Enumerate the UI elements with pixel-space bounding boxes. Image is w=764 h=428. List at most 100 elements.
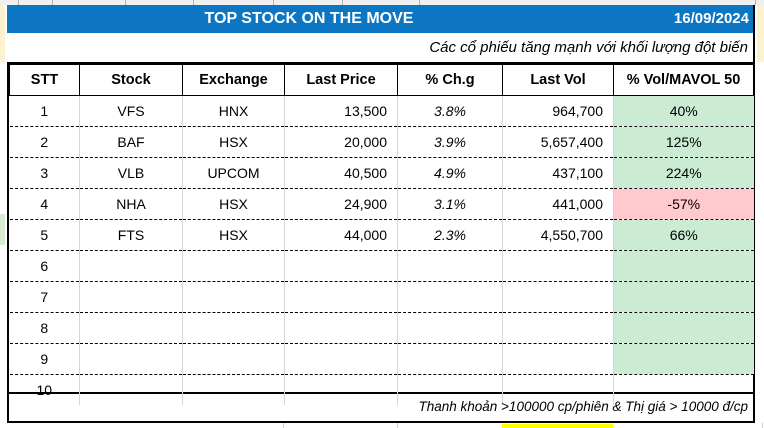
cell-vol-mavol[interactable]: 125% [613,126,754,158]
cell-exchange[interactable]: HSX [182,188,285,220]
cell-stt[interactable]: 5 [9,219,80,251]
cell-last-price[interactable]: 44,000 [284,219,398,251]
table-row: 9 [9,343,754,375]
cell-stock[interactable] [79,250,183,282]
gridline [273,0,274,5]
report-title: TOP STOCK ON THE MOVE [204,10,414,27]
cell-exchange[interactable] [182,374,285,405]
cell-stock[interactable]: BAF [79,126,183,158]
cell-exchange[interactable]: HSX [182,126,285,158]
cell-pct-change[interactable] [397,250,503,282]
cell-vol-mavol[interactable]: 224% [613,157,754,189]
cell-stock[interactable] [79,343,183,375]
table-row: 6 [9,250,754,282]
cell-pct-change[interactable] [397,343,503,375]
cell-pct-change[interactable]: 3.8% [397,95,503,127]
cell-stock[interactable]: VFS [79,95,183,127]
cell-stt[interactable]: 3 [9,157,80,189]
left-edge-yellow-sliver [0,5,5,62]
col-header-stt[interactable]: STT [9,64,80,96]
cell-vol-mavol[interactable] [613,374,754,405]
cell-vol-mavol[interactable]: -57% [613,188,754,220]
cell-exchange[interactable] [182,343,285,375]
cell-last-price[interactable]: 13,500 [284,95,398,127]
gridline [397,423,398,428]
col-header-vol-mavol[interactable]: % Vol/MAVOL 50 [613,64,754,96]
cell-last-vol[interactable] [502,312,614,344]
cell-last-price[interactable]: 40,500 [284,157,398,189]
cell-last-price[interactable] [284,250,398,282]
cell-last-price[interactable] [284,343,398,375]
gridline [52,0,53,5]
cell-stt[interactable]: 10 [9,374,80,405]
cell-stock[interactable] [79,374,183,405]
table-row: 1 VFS HNX 13,500 3.8% 964,700 40% [10,95,754,127]
cell-exchange[interactable]: UPCOM [182,157,285,189]
cell-last-vol[interactable]: 5,657,400 [502,126,614,158]
cell-last-price[interactable]: 24,900 [284,188,398,220]
cell-last-vol[interactable] [502,250,614,282]
stock-table: STT Stock Exchange Last Price % Ch.g Las… [7,62,755,405]
gridline [283,423,284,428]
cell-vol-mavol[interactable]: 66% [613,219,754,251]
cell-pct-change[interactable]: 3.9% [397,126,503,158]
cell-last-vol[interactable] [502,343,614,375]
table-row: 10 [9,374,754,405]
col-header-exchange[interactable]: Exchange [182,64,285,96]
gridline [419,0,420,5]
cell-stock[interactable]: FTS [79,219,183,251]
col-header-last-vol[interactable]: Last Vol [502,64,614,96]
cell-vol-mavol[interactable] [613,250,754,282]
cell-last-vol[interactable]: 437,100 [502,157,614,189]
col-header-stock[interactable]: Stock [79,64,183,96]
cell-stock[interactable]: NHA [79,188,183,220]
cell-exchange[interactable]: HSX [182,219,285,251]
cell-pct-change[interactable] [397,281,503,313]
cell-last-vol[interactable]: 4,550,700 [502,219,614,251]
cell-last-price[interactable] [284,374,398,405]
cell-stt[interactable]: 7 [9,281,80,313]
cell-stt[interactable]: 6 [9,250,80,282]
subtitle-note[interactable]: Các cổ phiếu tăng mạnh với khối lượng độ… [7,33,755,62]
cell-last-price[interactable]: 20,000 [284,126,398,158]
col-header-last-price[interactable]: Last Price [284,64,398,96]
cell-pct-change[interactable]: 2.3% [397,219,503,251]
cell-vol-mavol[interactable] [613,281,754,313]
cell-exchange[interactable]: HNX [182,95,285,127]
cell-vol-mavol[interactable] [613,343,754,375]
table-row: 7 [9,281,754,313]
cell-last-vol[interactable]: 964,700 [502,95,614,127]
cell-stt[interactable]: 8 [9,312,80,344]
gridline [762,423,763,428]
sheet-bottom-edge-row [0,423,764,428]
cell-pct-change[interactable] [397,374,503,405]
title-bar[interactable]: TOP STOCK ON THE MOVE 16/09/2024 [7,5,755,33]
cell-exchange[interactable] [182,250,285,282]
cell-pct-change[interactable]: 3.1% [397,188,503,220]
cell-vol-mavol[interactable]: 40% [613,95,754,127]
cell-stt[interactable]: 9 [9,343,80,375]
cell-exchange[interactable] [182,312,285,344]
cell-last-vol[interactable]: 441,000 [502,188,614,220]
cell-stock[interactable] [79,281,183,313]
criteria-note[interactable]: Thanh khoản >100000 cp/phiên & Thị giá >… [7,394,755,423]
cell-pct-change[interactable]: 4.9% [397,157,503,189]
sheet-top-edge-row [0,0,764,5]
bottom-yellow-highlight-cell [502,424,613,428]
cell-pct-change[interactable] [397,312,503,344]
table-row: 2 BAF HSX 20,000 3.9% 5,657,400 125% [9,126,754,158]
cell-stt[interactable]: 4 [9,188,80,220]
cell-stock[interactable] [79,312,183,344]
cell-vol-mavol[interactable] [613,312,754,344]
cell-last-price[interactable] [284,312,398,344]
cell-last-vol[interactable] [502,374,614,405]
col-header-pct-change[interactable]: % Ch.g [397,64,503,96]
cell-last-price[interactable] [284,281,398,313]
cell-stt[interactable]: 2 [9,126,80,158]
header-row: STT Stock Exchange Last Price % Ch.g Las… [9,64,754,96]
cell-last-vol[interactable] [502,281,614,313]
cell-stt[interactable]: 1 [40,103,49,119]
cell-exchange[interactable] [182,281,285,313]
cell-stock[interactable]: VLB [79,157,183,189]
